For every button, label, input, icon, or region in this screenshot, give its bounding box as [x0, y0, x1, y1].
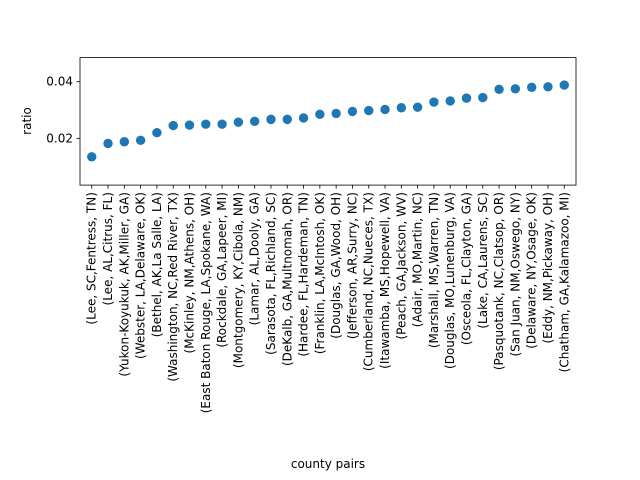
x-tick-label: (Pasquotank, NC,Clatsop, OR): [492, 192, 506, 370]
x-tick-label: (Osceola, FL,Clayton, GA): [460, 192, 474, 345]
x-tick-label: (Franklin, LA,McIntosh, OK): [313, 192, 327, 354]
data-point: [396, 103, 407, 113]
x-axis-label: county pairs: [291, 457, 365, 471]
y-axis-ticks: 0.02 0.04: [46, 75, 80, 145]
plot-frame: [79, 57, 577, 186]
y-axis-label: ratio: [20, 107, 34, 135]
x-tick-label: (Lee, SC,Fentress, TN): [85, 192, 99, 324]
data-point: [87, 152, 97, 162]
x-tick-label: (Douglas, GA,Wood, OH): [329, 192, 343, 339]
x-tick-label: (Cumberland, NC,Nueces, TX): [362, 192, 376, 371]
x-tick-label: (Rockdale, GA,Lapeer, MI): [215, 192, 229, 348]
data-point: [461, 93, 472, 103]
data-point: [184, 120, 195, 130]
data-point: [364, 105, 374, 116]
data-point: [152, 127, 162, 138]
data-point: [478, 92, 488, 103]
x-tick-label: (Jefferson, AR,Surry, NC): [345, 192, 359, 339]
x-tick-label: (McKinley, NM,Athens, OH): [182, 192, 196, 353]
data-point: [233, 117, 244, 127]
data-point: [315, 109, 325, 119]
x-tick-label: (Bethel, AK,La Salle, LA): [150, 192, 164, 337]
x-tick-label: (San Juan, NM,Oswego, NY): [508, 192, 522, 356]
x-tick-label: (Marshall, MS,Warren, TN): [427, 192, 441, 348]
x-tick-label: (Sarasota, FL,Richland, SC): [264, 192, 278, 355]
x-tick-label: (Itawamba, MS,Hopewell, VA): [378, 192, 392, 369]
x-tick-label: (Chatham, GA,Kalamazoo, MI): [557, 192, 571, 372]
data-point: [347, 106, 358, 117]
x-tick-label: (Eddy, NM,Pickaway, OH): [541, 192, 555, 343]
x-tick-label: (Webster, LA,Delaware, OK): [134, 192, 148, 359]
data-points: [87, 80, 569, 162]
data-point: [298, 113, 309, 123]
x-axis-ticks: (Lee, SC,Fentress, TN) (Lee, AL,Citrus, F…: [85, 185, 571, 413]
x-tick-label: (Peach, GA,Jackson, WV): [394, 192, 408, 339]
data-point: [135, 135, 146, 146]
x-tick-label: (Washington, NC,Red River, TX): [166, 192, 180, 382]
data-point: [445, 96, 455, 106]
data-point: [168, 120, 178, 131]
data-point: [429, 97, 439, 107]
data-point: [380, 104, 390, 115]
x-tick-label: (Montgomery, KY,Cibola, NM): [231, 192, 245, 368]
x-tick-label: (Delaware, NY,Osage, OK): [525, 192, 539, 349]
data-point: [103, 138, 113, 149]
data-point: [217, 119, 227, 129]
data-point: [249, 116, 260, 127]
data-point: [526, 82, 537, 93]
x-tick-label: (East Baton Rouge, LA,Spokane, WA): [199, 192, 213, 413]
data-point: [282, 114, 292, 125]
x-tick-label: (DeKalb, GA,Multnomah, OR): [280, 192, 294, 366]
x-tick-label: (Yukon-Koyukuk, AK,Miller, GA): [117, 192, 131, 377]
data-point: [494, 84, 504, 95]
x-tick-label: (Adair, MO,Martin, NC): [411, 192, 425, 327]
x-tick-label: (Hardee, FL,Hardeman, TN): [297, 192, 311, 357]
x-tick-label: (Lamar, AL,Dooly, GA): [248, 192, 262, 325]
data-point: [201, 119, 211, 129]
data-point: [266, 114, 276, 125]
x-tick-label: (Lee, AL,Citrus, FL): [101, 192, 115, 305]
x-tick-label: (Douglas, MO,Lunenburg, VA): [443, 192, 457, 369]
x-tick-label: (Lake, CA,Laurens, SC): [476, 192, 490, 329]
data-point: [543, 82, 553, 92]
y-tick-label: 0.02: [46, 131, 73, 145]
data-point: [331, 108, 341, 119]
data-point: [559, 80, 569, 90]
y-tick-label: 0.04: [46, 75, 73, 89]
data-point: [119, 137, 130, 147]
data-point: [510, 84, 521, 94]
data-point: [412, 102, 423, 112]
